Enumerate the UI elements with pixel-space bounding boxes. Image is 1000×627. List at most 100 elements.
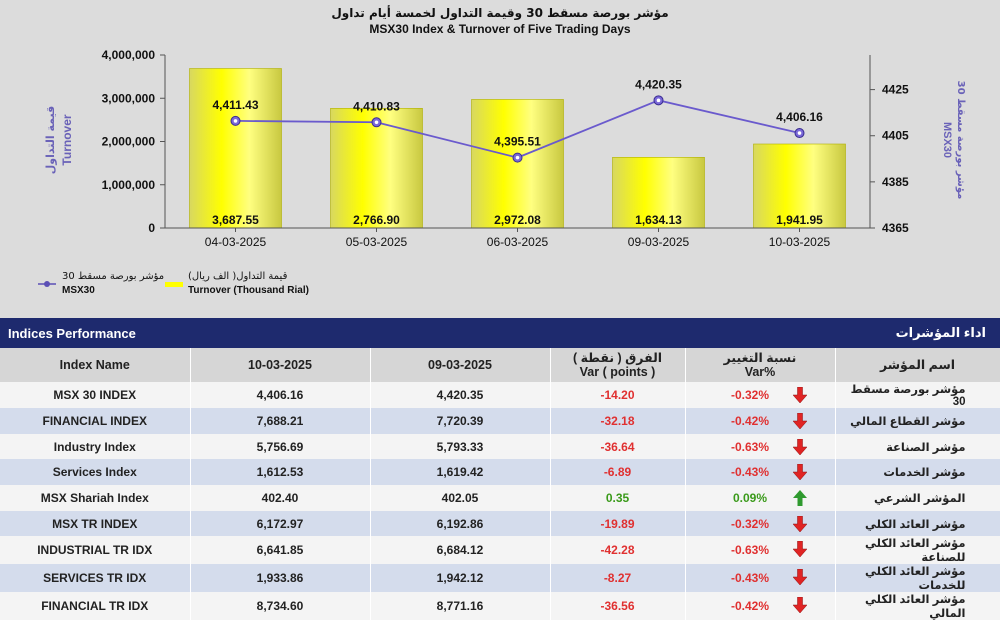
index-name: MSX TR INDEX [0,510,191,537]
value-previous: 6,192.86 [370,510,551,537]
x-tick-label: 05-03-2025 [346,235,408,249]
bar-turnover [330,108,423,229]
left-tick-label: 3,000,000 [102,91,156,105]
x-tick-label: 10-03-2025 [769,235,831,249]
var-pct-cell: -0.32% [685,382,836,408]
var-pct-cell: -0.42% [685,592,836,621]
value-current: 402.40 [190,485,371,511]
msx30-point-center [374,120,379,125]
index-name: Services Index [0,459,191,486]
var-pct: -0.43% [730,571,770,586]
var-points: -19.89 [550,510,686,537]
legend-line-marker [44,281,50,287]
msx30-value-label: 4,406.16 [776,110,823,124]
legend-line-label-ar: مؤشر بورصة مسقط 30 [62,271,164,282]
msx30-value-label: 4,411.43 [212,98,258,112]
value-current: 7,688.21 [190,408,371,434]
index-name: Industry Index [0,433,191,460]
right-tick-label: 4385 [882,175,909,189]
right-tick-label: 4405 [882,129,909,143]
right-axis-label-en: MSX30 [941,122,953,158]
value-previous: 7,720.39 [370,408,551,434]
var-points: 0.35 [550,485,686,511]
var-points: -14.20 [550,382,686,408]
arrow-down-icon [792,597,807,614]
index-name-ar: المؤشر الشرعي [835,485,1000,511]
col-var-points-ar: الفرق ( نقطة ) [572,351,663,365]
col-index-name-ar: اسم المؤشر [835,348,1000,382]
table-row[interactable]: MSX TR INDEX 6,172.97 6,192.86 -19.89 -0.32%… [0,510,1000,537]
msx30-point-center [656,98,661,103]
index-name: SERVICES TR IDX [0,564,191,593]
value-previous: 5,793.33 [370,433,551,460]
var-pct-cell: 0.09% [685,485,836,511]
table-row[interactable]: MSX Shariah Index 402.40 402.05 0.35 0.09% ال… [0,485,1000,511]
value-current: 1,933.86 [190,564,371,593]
value-previous: 8,771.16 [370,592,551,621]
bar-value-label: 1,634.13 [635,213,682,227]
index-name: MSX 30 INDEX [0,382,191,408]
index-name-ar: مؤشر الصناعة [835,433,1000,460]
bar-value-label: 1,941.95 [776,213,823,227]
index-name-ar: مؤشر القطاع المالي [835,408,1000,434]
bar-value-label: 3,687.55 [212,213,259,227]
legend-bar-swatch [165,282,183,287]
var-points: -42.28 [550,536,686,565]
value-previous: 6,684.12 [370,536,551,565]
var-pct: -0.43% [730,465,770,480]
var-pct-cell: -0.42% [685,408,836,434]
chart-panel: مؤشر بورصة مسقط 30 وقيمة التداول لخمسة أ… [0,0,1000,318]
value-current: 6,641.85 [190,536,371,565]
msx30-value-label: 4,420.35 [635,77,682,91]
col-index-name: Index Name [0,348,191,382]
index-name: MSX Shariah Index [0,485,191,511]
chart-title-en: MSX30 Index & Turnover of Five Trading D… [369,22,631,36]
index-name-ar: مؤشر بورصة مسقط 30 [835,382,1000,408]
right-tick-label: 4365 [882,221,909,235]
index-name: FINANCIAL TR IDX [0,592,191,621]
table-row[interactable]: SERVICES TR IDX 1,933.86 1,942.12 -8.27 -0.4… [0,564,1000,593]
value-current: 6,172.97 [190,510,371,537]
table-row[interactable]: MSX 30 INDEX 4,406.16 4,420.35 -14.20 -0.32%… [0,382,1000,408]
value-previous: 1,942.12 [370,564,551,593]
var-pct: -0.42% [730,599,770,614]
msx30-point-center [797,131,802,135]
table-row[interactable]: INDUSTRIAL TR IDX 6,641.85 6,684.12 -42.28 -… [0,536,1000,565]
index-name-ar: مؤشر العائد الكلي للخدمات [835,564,1000,593]
table-row[interactable]: Industry Index 5,756.69 5,793.33 -36.64 -0.6… [0,433,1000,460]
legend-bar-label-ar: قيمة التداول( الف ريال) [188,271,288,282]
col-var-points-en: Var ( points ) [579,365,656,379]
value-current: 1,612.53 [190,459,371,486]
col-date-previous: 09-03-2025 [370,348,551,382]
left-axis-label-ar: قيمة التداول [44,106,57,174]
bar-turnover [471,99,564,229]
value-previous: 1,619.42 [370,459,551,486]
bar-turnover [189,68,282,229]
msx30-value-label: 4,395.51 [494,135,541,149]
index-name-ar: مؤشر العائد الكلي [835,510,1000,537]
var-pct: -0.63% [730,543,770,558]
arrow-down-icon [792,387,807,403]
value-previous: 4,420.35 [370,382,551,408]
bar-turnover [612,157,705,229]
table-row[interactable]: FINANCIAL TR IDX 8,734.60 8,771.16 -36.56 -0… [0,592,1000,621]
var-points: -8.27 [550,564,686,593]
table-row[interactable]: FINANCIAL INDEX 7,688.21 7,720.39 -32.18 -0.… [0,408,1000,434]
value-current: 4,406.16 [190,382,371,408]
arrow-down-icon [792,438,807,455]
table-row[interactable]: Services Index 1,612.53 1,619.42 -6.89 -0.43… [0,459,1000,486]
arrow-down-icon [792,541,807,558]
var-points: -36.64 [550,433,686,460]
var-pct-cell: -0.43% [685,459,836,486]
bar-turnover [753,143,846,229]
indices-performance-bar: Indices Performance اداء المؤشرات [0,318,1000,348]
combo-chart: مؤشر بورصة مسقط 30 وقيمة التداول لخمسة أ… [38,5,966,296]
bar-value-label: 2,766.90 [353,213,400,227]
index-name-ar: مؤشر العائد الكلي المالي [835,592,1000,621]
bar-value-label: 2,972.08 [494,213,541,227]
arrow-down-icon [792,464,807,481]
table-header-row: Index Name 10-03-2025 09-03-2025 الفرق (… [0,348,1000,382]
left-tick-label: 1,000,000 [102,178,156,192]
var-pct: -0.63% [730,439,770,454]
msx30-point-center [515,155,520,160]
